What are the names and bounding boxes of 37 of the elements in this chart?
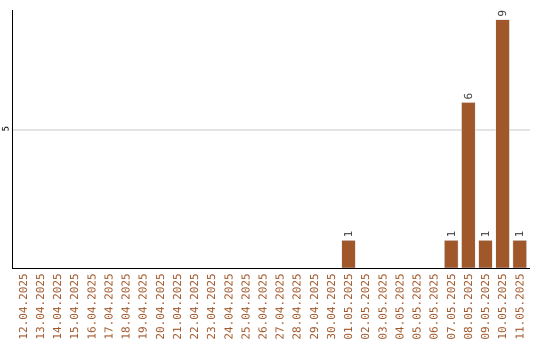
x-tick-label: 09.05.2025 bbox=[479, 273, 492, 340]
x-tick-label: 15.04.2025 bbox=[68, 273, 82, 340]
x-tick-label: 06.05.2025 bbox=[428, 273, 441, 340]
x-tick-label: 25.04.2025 bbox=[239, 273, 252, 340]
data-label: 9 bbox=[496, 10, 510, 17]
x-tick-label: 23.04.2025 bbox=[205, 273, 218, 340]
x-tick-label: 05.05.2025 bbox=[410, 273, 424, 340]
x-tick-label: 17.04.2025 bbox=[102, 273, 116, 340]
data-label: 1 bbox=[342, 230, 356, 238]
x-tick-label: 30.04.2025 bbox=[324, 273, 338, 340]
x-tick-label: 24.04.2025 bbox=[222, 273, 236, 340]
x-tick-label: 07.05.2025 bbox=[444, 273, 458, 340]
x-tick-label: 12.04.2025 bbox=[16, 273, 30, 340]
x-tick-label: 19.04.2025 bbox=[136, 273, 150, 340]
x-tick-label: 13.04.2025 bbox=[34, 273, 47, 340]
x-tick-label: 04.05.2025 bbox=[393, 273, 406, 340]
data-label: 1 bbox=[513, 230, 526, 238]
x-tick-label: 21.04.2025 bbox=[170, 273, 184, 340]
x-tick-label: 16.04.2025 bbox=[85, 273, 98, 340]
x-tick-label: 03.05.2025 bbox=[376, 273, 390, 340]
x-tick-label: 01.05.2025 bbox=[342, 273, 356, 340]
y-tick-label: 5 bbox=[1, 126, 12, 132]
x-tick-label: 20.04.2025 bbox=[154, 273, 167, 340]
x-tick-label: 11.05.2025 bbox=[513, 273, 526, 340]
x-tick-label: 28.04.2025 bbox=[290, 273, 304, 340]
x-tick-label: 02.05.2025 bbox=[359, 273, 372, 340]
x-tick-label: 18.04.2025 bbox=[120, 273, 133, 340]
data-label: 6 bbox=[462, 92, 475, 100]
data-label: 1 bbox=[478, 230, 492, 238]
x-tick-label: 29.04.2025 bbox=[308, 273, 321, 340]
x-tick-label: 22.04.2025 bbox=[188, 273, 202, 340]
x-tick-label: 08.05.2025 bbox=[462, 273, 475, 340]
x-tick-label: 10.05.2025 bbox=[496, 273, 510, 340]
x-tick-label: 14.04.2025 bbox=[51, 273, 64, 340]
x-tick-label: 26.04.2025 bbox=[256, 273, 270, 340]
data-label: 1 bbox=[444, 230, 458, 238]
x-tick-label: 27.04.2025 bbox=[274, 273, 287, 340]
